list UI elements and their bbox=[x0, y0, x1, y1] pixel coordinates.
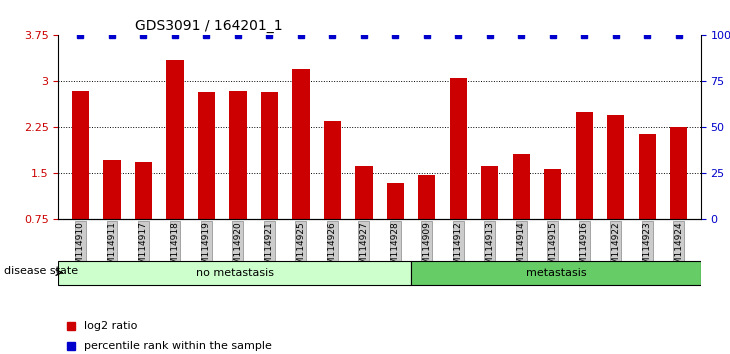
Text: GSM114919: GSM114919 bbox=[202, 222, 211, 276]
Text: GSM114927: GSM114927 bbox=[359, 222, 369, 276]
Bar bbox=[103, 160, 120, 219]
Bar bbox=[576, 112, 593, 219]
Text: GSM114917: GSM114917 bbox=[139, 222, 148, 276]
Bar bbox=[72, 91, 89, 219]
Text: GSM114928: GSM114928 bbox=[391, 222, 400, 276]
Bar bbox=[261, 92, 278, 219]
Bar bbox=[166, 60, 183, 219]
Text: GSM114913: GSM114913 bbox=[485, 222, 494, 276]
Text: GSM114915: GSM114915 bbox=[548, 222, 557, 276]
Bar bbox=[544, 169, 561, 219]
Bar bbox=[292, 69, 310, 219]
Bar bbox=[639, 133, 656, 219]
Bar bbox=[323, 121, 341, 219]
Text: GSM114910: GSM114910 bbox=[76, 222, 85, 276]
Text: GSM114918: GSM114918 bbox=[170, 222, 180, 276]
Text: metastasis: metastasis bbox=[526, 268, 586, 278]
Bar bbox=[481, 166, 499, 219]
Bar bbox=[135, 162, 152, 219]
Text: GDS3091 / 164201_1: GDS3091 / 164201_1 bbox=[136, 19, 283, 33]
Text: GSM114921: GSM114921 bbox=[265, 222, 274, 276]
Text: percentile rank within the sample: percentile rank within the sample bbox=[84, 341, 272, 350]
Text: no metastasis: no metastasis bbox=[196, 268, 274, 278]
Text: GSM114922: GSM114922 bbox=[611, 222, 620, 276]
Text: GSM114925: GSM114925 bbox=[296, 222, 305, 276]
Bar bbox=[229, 91, 247, 219]
Bar bbox=[411, 261, 701, 285]
Text: disease state: disease state bbox=[4, 266, 78, 276]
Text: GSM114926: GSM114926 bbox=[328, 222, 337, 276]
Bar bbox=[387, 183, 404, 219]
Text: log2 ratio: log2 ratio bbox=[84, 321, 137, 331]
Bar bbox=[58, 261, 411, 285]
Text: GSM114912: GSM114912 bbox=[454, 222, 463, 276]
Bar bbox=[418, 175, 436, 219]
Text: GSM114916: GSM114916 bbox=[580, 222, 589, 276]
Text: GSM114920: GSM114920 bbox=[234, 222, 242, 276]
Bar bbox=[512, 154, 530, 219]
Text: GSM114924: GSM114924 bbox=[675, 222, 683, 276]
Text: GSM114923: GSM114923 bbox=[643, 222, 652, 276]
Text: GSM114914: GSM114914 bbox=[517, 222, 526, 276]
Text: GSM114911: GSM114911 bbox=[107, 222, 116, 276]
Text: GSM114909: GSM114909 bbox=[423, 222, 431, 276]
Bar bbox=[607, 115, 624, 219]
Bar bbox=[670, 127, 688, 219]
Bar bbox=[450, 78, 467, 219]
Bar bbox=[198, 92, 215, 219]
Bar bbox=[356, 166, 372, 219]
